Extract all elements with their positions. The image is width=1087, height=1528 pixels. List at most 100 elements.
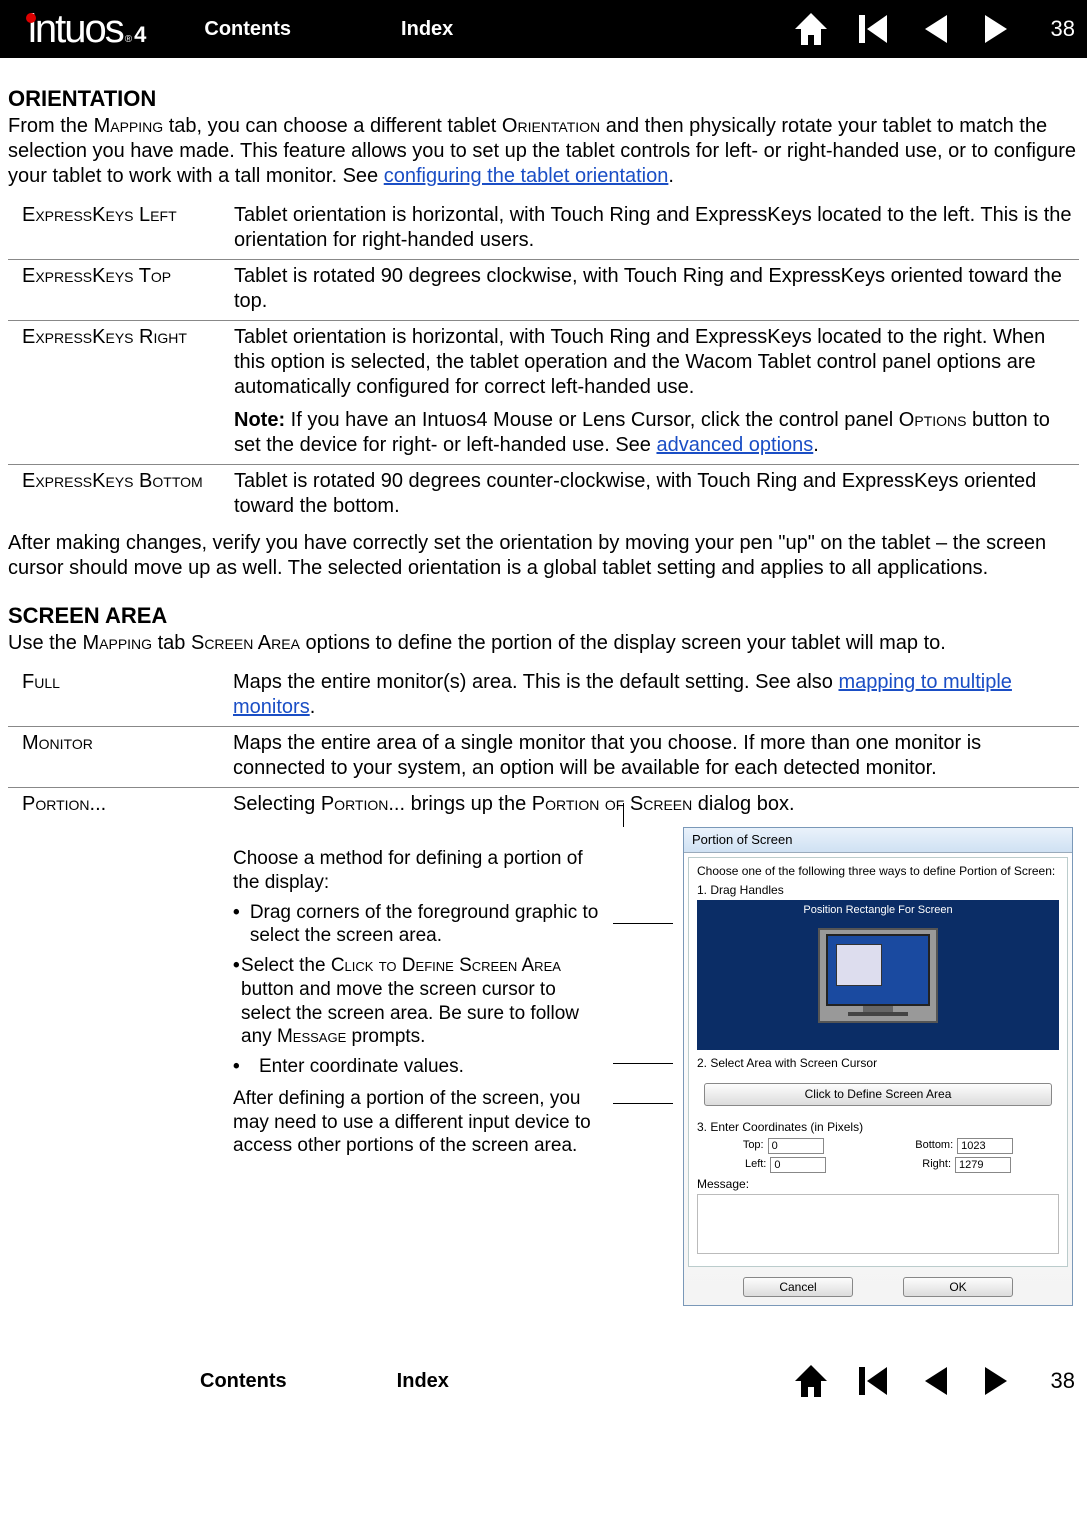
row-label: Full [8,666,227,727]
text-smallcaps: Mapping [82,632,152,654]
top-input[interactable] [768,1138,824,1154]
bottom-input[interactable] [957,1138,1013,1154]
text: Use the [8,632,82,654]
text: Drag corners of the foreground graphic t… [250,901,603,949]
first-page-icon[interactable] [853,1361,893,1401]
screen-area-section: SCREEN AREA Use the Mapping tab Screen A… [8,603,1079,1312]
bottom-nav-bar: Contents Index 38 [0,1352,1087,1410]
list-item: •Enter coordinate values. [233,1055,603,1079]
table-row: ExpressKeys Top Tablet is rotated 90 deg… [8,260,1079,321]
top-field: Top: [743,1138,824,1154]
nav-icons: 38 [791,9,1075,49]
click-to-define-button[interactable]: Click to Define Screen Area [704,1083,1052,1106]
note-label: Note: [234,409,285,431]
row-label: ExpressKeys Right [8,321,228,465]
drag-handles-area[interactable]: Position Rectangle For Screen [697,900,1059,1050]
portion-of-screen-dialog: Portion of Screen Choose one of the foll… [683,827,1073,1306]
row-label: Monitor [8,727,227,788]
text: brings up the [405,793,532,815]
text: options to define the portion of the dis… [300,632,946,654]
next-page-icon[interactable] [977,9,1017,49]
row-desc: Tablet orientation is horizontal, with T… [228,321,1079,465]
registered-icon: ® [125,34,130,45]
right-input[interactable] [955,1157,1011,1173]
note: Note: If you have an Intuos4 Mouse or Le… [234,408,1073,458]
text: Selecting [233,793,321,815]
logo-dot-icon [26,13,36,23]
portion-block: Choose a method for defining a portion o… [233,827,1073,1306]
prev-page-icon[interactable] [915,1361,955,1401]
bullet-icon: • [233,1055,259,1079]
index-link[interactable]: Index [401,18,453,41]
page-content: ORIENTATION From the Mapping tab, you ca… [0,58,1087,1312]
nav-icons-bottom: 38 [791,1361,1075,1401]
index-link-bottom[interactable]: Index [397,1370,449,1393]
list-item: •Select the Click to Define Screen Area … [233,954,603,1049]
monitor-icon [818,928,938,1023]
section-3-label: 3. Enter Coordinates (in Pixels) [697,1120,1059,1135]
table-row: ExpressKeys Right Tablet orientation is … [8,321,1079,465]
row-label: Portion... [8,788,227,1313]
right-field: Right: [922,1157,1011,1173]
text-smallcaps: Portion... [321,793,405,815]
ok-button[interactable]: OK [903,1277,1013,1297]
row-desc: Tablet is rotated 90 degrees counter-clo… [228,465,1079,526]
contents-link-bottom[interactable]: Contents [200,1370,287,1393]
row-label: ExpressKeys Left [8,199,228,260]
bullet-icon: • [233,901,250,949]
logo-text: intuos [28,7,123,52]
text: tab [152,632,191,654]
text: Tablet orientation is horizontal, with T… [234,326,1045,398]
home-icon[interactable] [791,1361,831,1401]
row-label: ExpressKeys Top [8,260,228,321]
nav-links: Contents Index [204,18,453,41]
cancel-button[interactable]: Cancel [743,1277,853,1297]
selection-rect[interactable] [836,944,882,986]
next-page-icon[interactable] [977,1361,1017,1401]
table-row: Portion... Selecting Portion... brings u… [8,788,1079,1313]
page-number-top: 38 [1051,16,1075,42]
prev-page-icon[interactable] [915,9,955,49]
logo: intuos ® 4 [28,7,144,52]
text: . [668,165,674,187]
screen-area-heading: SCREEN AREA [8,603,1079,629]
orientation-heading: ORIENTATION [8,86,1079,112]
label: Bottom: [915,1139,953,1153]
link-configuring-orientation[interactable]: configuring the tablet orientation [384,165,669,187]
dialog-instruction: Choose one of the following three ways t… [697,864,1059,879]
row-desc: Maps the entire monitor(s) area. This is… [227,666,1079,727]
label: Right: [922,1158,951,1172]
monitor-screen[interactable] [826,934,930,1006]
orientation-after: After making changes, verify you have co… [8,531,1079,581]
row-desc: Maps the entire area of a single monitor… [227,727,1079,788]
text: Enter coordinate values. [259,1055,464,1079]
text-smallcaps: Click to Define Screen Area [331,955,561,976]
row-desc: Selecting Portion... brings up the Porti… [227,788,1079,1313]
top-nav-bar: intuos ® 4 Contents Index 38 [0,0,1087,58]
text: From the [8,115,94,137]
message-box [697,1194,1059,1254]
bottom-field: Bottom: [915,1138,1013,1154]
home-icon[interactable] [791,9,831,49]
label: Top: [743,1139,764,1153]
list-item: •Drag corners of the foreground graphic … [233,901,603,949]
link-advanced-options[interactable]: advanced options [656,434,813,456]
row-desc: Tablet orientation is horizontal, with T… [228,199,1079,260]
nav-links-bottom: Contents Index [200,1370,449,1393]
orientation-table: ExpressKeys Left Tablet orientation is h… [8,199,1079,525]
dialog-title: Portion of Screen [684,828,1072,853]
section-2-label: 2. Select Area with Screen Cursor [697,1056,1059,1071]
text-smallcaps: Orientation [502,115,600,137]
text: tab, you can choose a different tablet [163,115,502,137]
table-row: ExpressKeys Bottom Tablet is rotated 90 … [8,465,1079,526]
left-input[interactable] [770,1157,826,1173]
first-page-icon[interactable] [853,9,893,49]
contents-link[interactable]: Contents [204,18,291,41]
text: dialog box. [692,793,794,815]
label: Left: [745,1158,766,1172]
choose-text: Choose a method for defining a portion o… [233,847,603,895]
row-label: ExpressKeys Bottom [8,465,228,526]
text: Select the [241,955,331,976]
text: If you have an Intuos4 Mouse or Lens Cur… [285,409,899,431]
position-rect-label: Position Rectangle For Screen [697,904,1059,918]
